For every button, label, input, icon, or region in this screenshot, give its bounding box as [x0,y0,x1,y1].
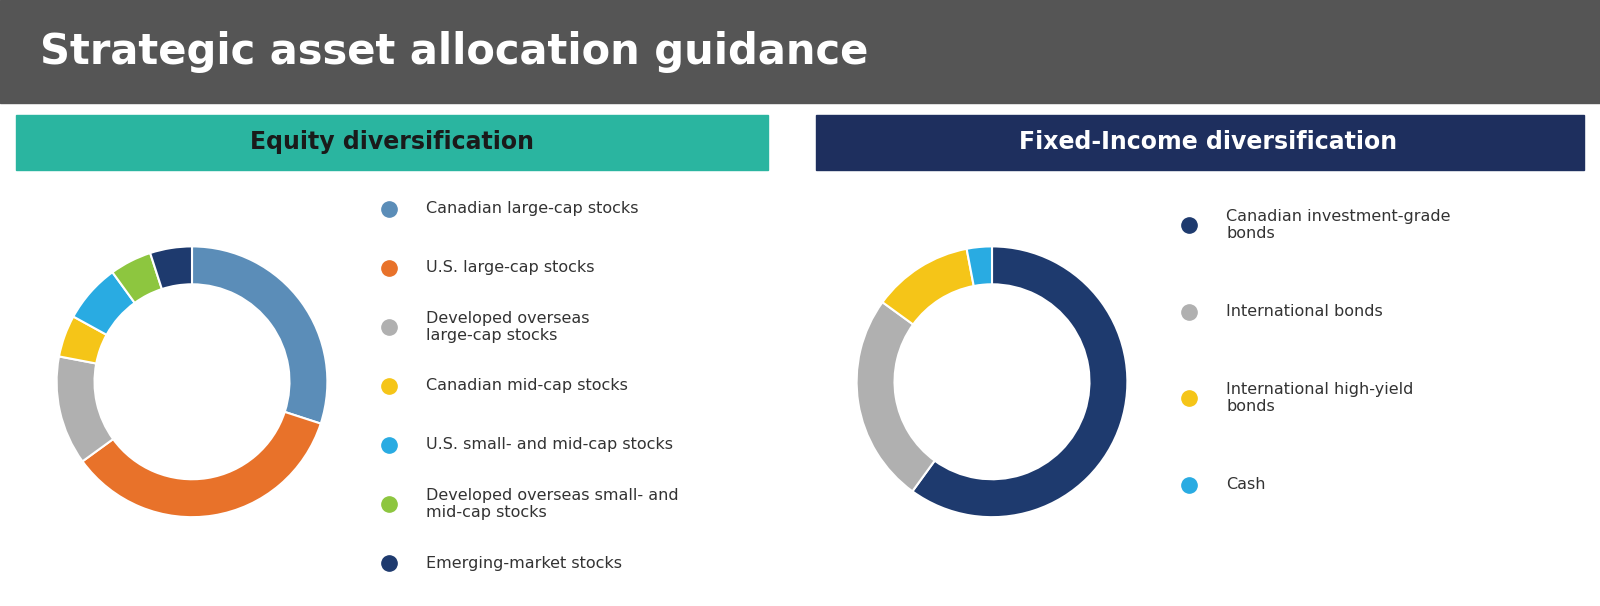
Text: Canadian large-cap stocks: Canadian large-cap stocks [426,201,638,216]
Text: International high-yield
bonds: International high-yield bonds [1226,382,1414,415]
Bar [16,115,768,170]
Wedge shape [192,247,328,424]
Text: Emerging-market stocks: Emerging-market stocks [426,556,622,571]
Bar [0,0,1600,103]
Wedge shape [112,253,162,303]
Wedge shape [966,247,992,286]
Text: Developed overseas
large-cap stocks: Developed overseas large-cap stocks [426,311,590,343]
Wedge shape [56,356,114,461]
Wedge shape [150,247,192,289]
Text: Fixed-Income diversification: Fixed-Income diversification [1019,130,1397,155]
Wedge shape [74,272,134,335]
Text: Canadian mid-cap stocks: Canadian mid-cap stocks [426,378,629,393]
Wedge shape [856,302,934,491]
Bar [816,115,1584,170]
Wedge shape [59,316,107,364]
Text: Strategic asset allocation guidance: Strategic asset allocation guidance [40,30,869,73]
Text: Developed overseas small- and
mid-cap stocks: Developed overseas small- and mid-cap st… [426,488,678,520]
Text: Equity diversification: Equity diversification [250,130,534,155]
Wedge shape [83,412,320,517]
Text: U.S. small- and mid-cap stocks: U.S. small- and mid-cap stocks [426,438,674,453]
Wedge shape [912,247,1128,517]
Text: Cash: Cash [1226,478,1266,492]
Text: U.S. large-cap stocks: U.S. large-cap stocks [426,260,595,275]
Wedge shape [883,249,974,324]
Text: International bonds: International bonds [1226,304,1382,319]
Text: Canadian investment-grade
bonds: Canadian investment-grade bonds [1226,209,1451,241]
